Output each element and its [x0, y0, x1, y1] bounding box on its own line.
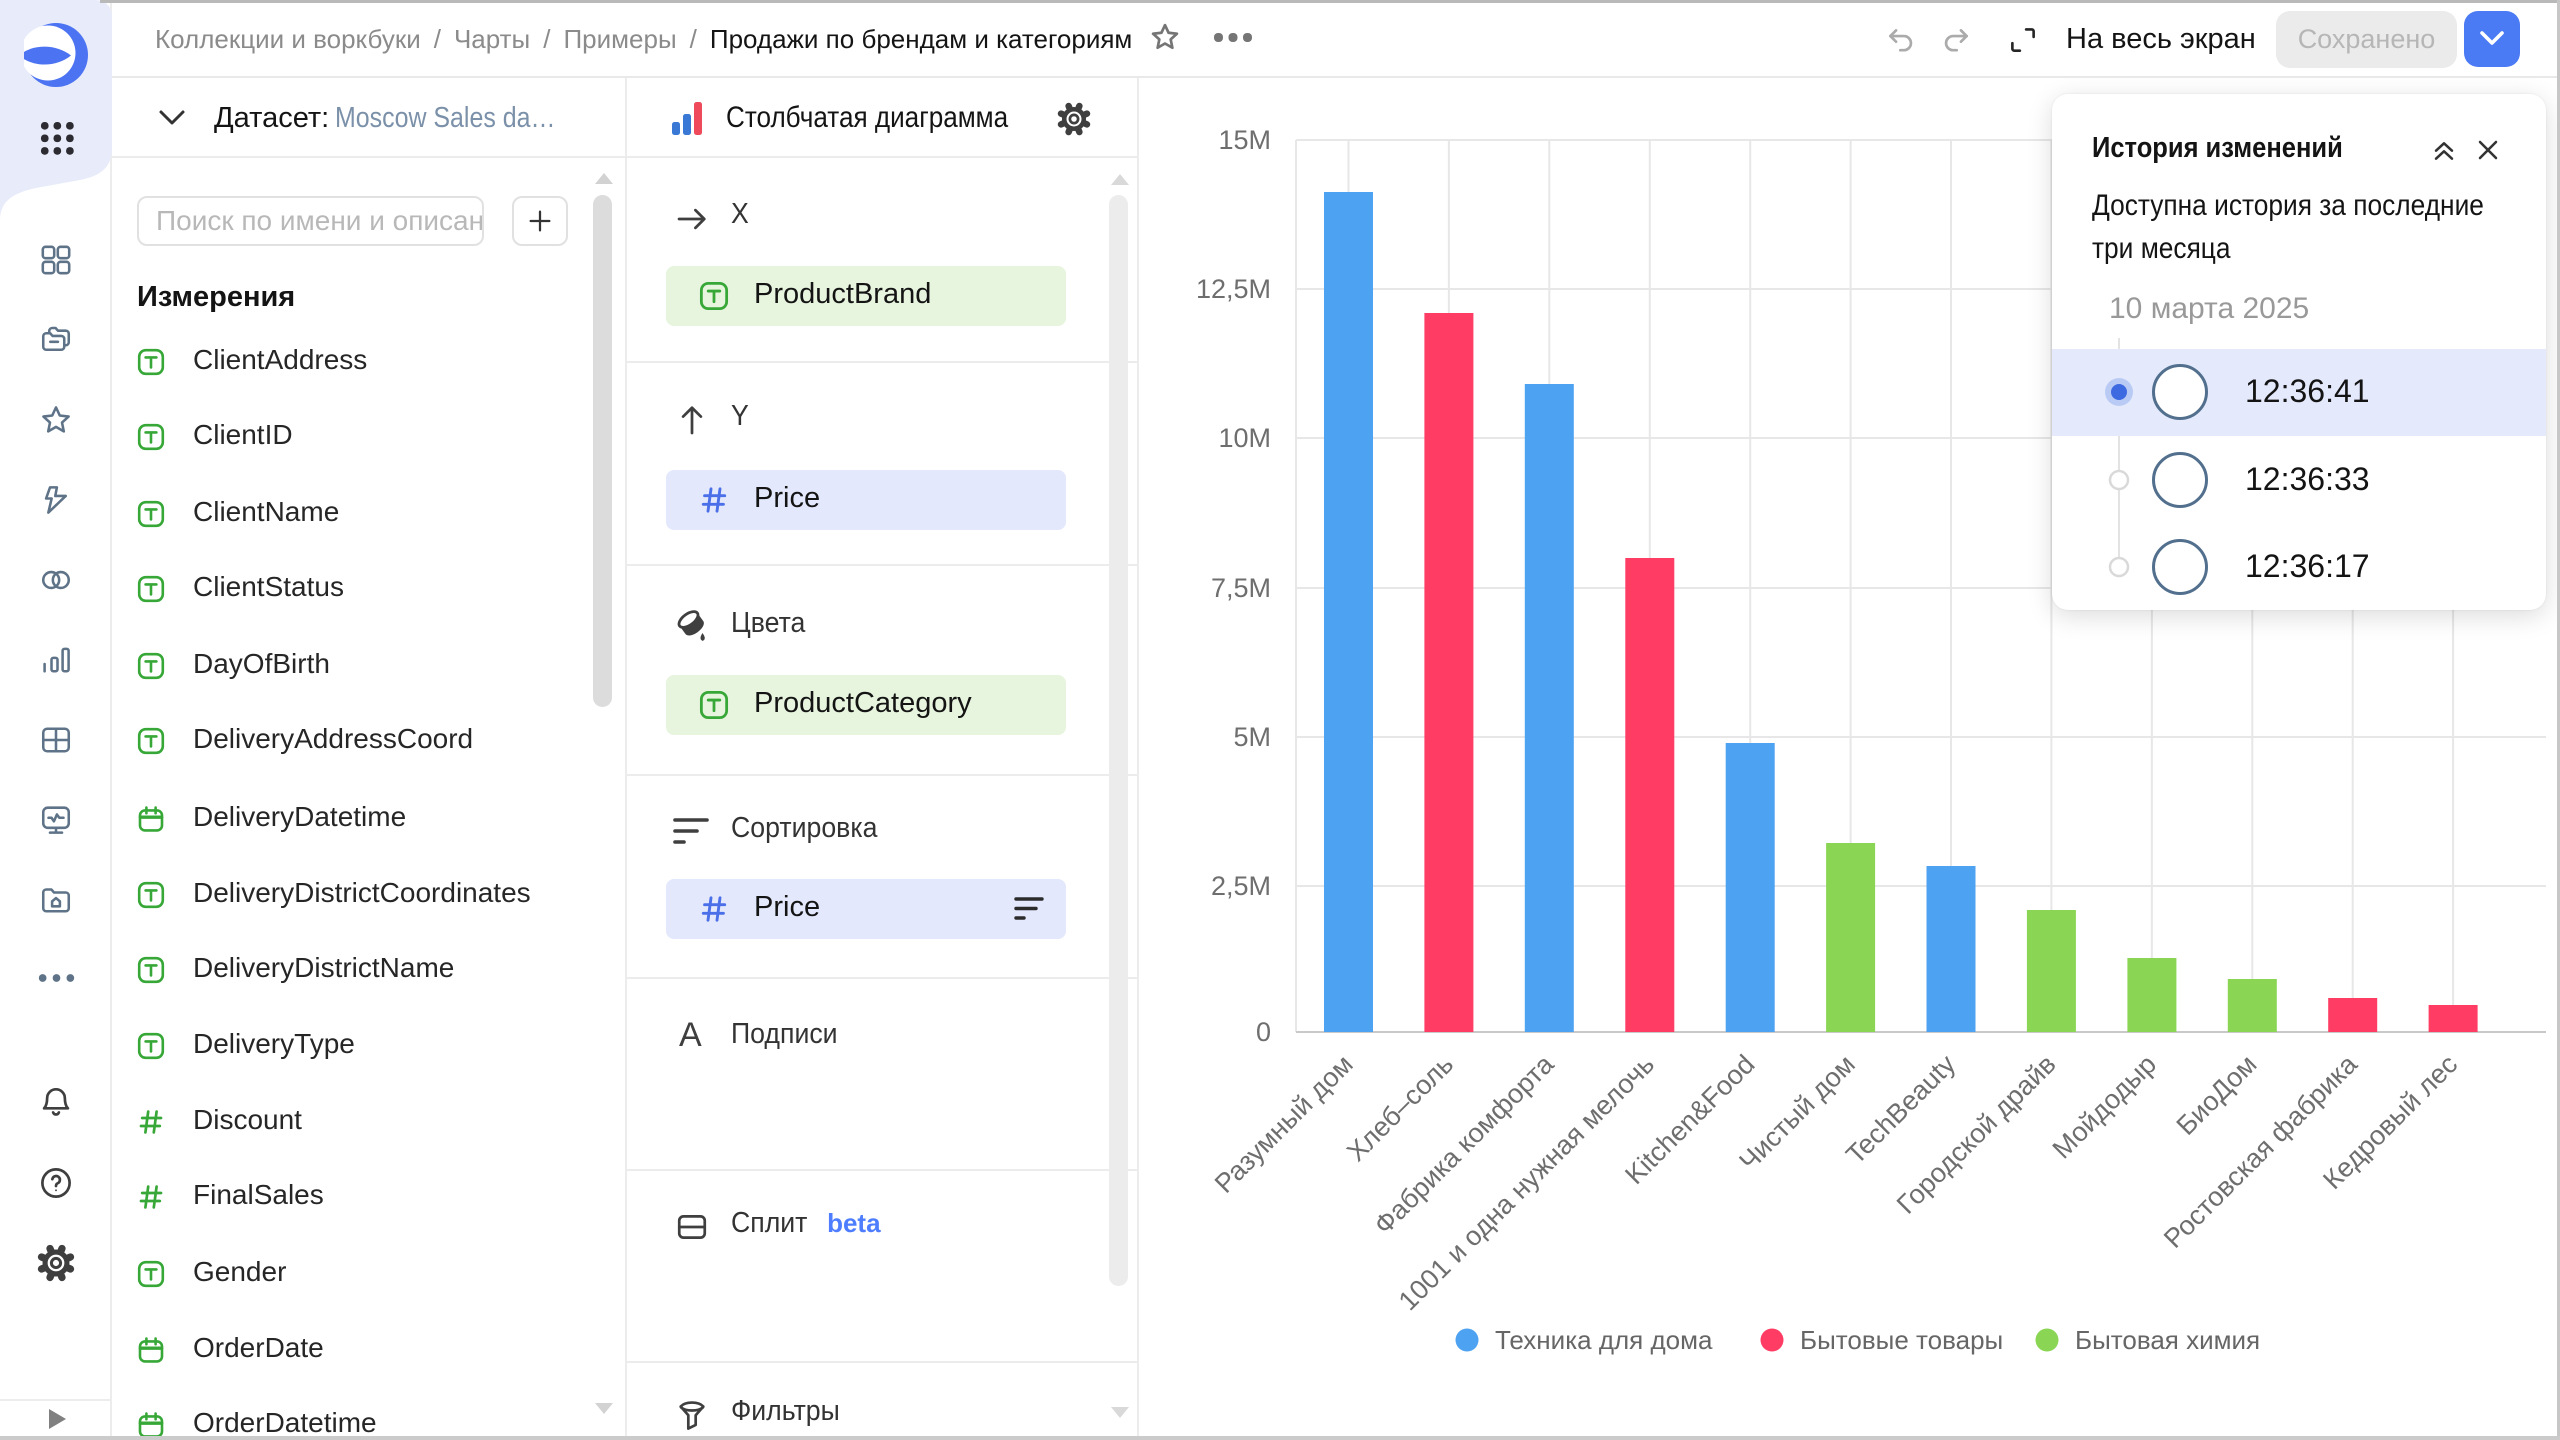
svg-text:Ростовская фабрика: Ростовская фабрика	[2158, 1048, 2364, 1254]
svg-text:10M: 10M	[1218, 423, 1271, 453]
svg-text:7,5M: 7,5M	[1211, 573, 1271, 603]
svg-text:Фабрика комфорта: Фабрика комфорта	[1368, 1048, 1560, 1240]
svg-text:2,5M: 2,5M	[1211, 871, 1271, 901]
svg-text:0: 0	[1256, 1017, 1271, 1047]
svg-text:Бытовая химия: Бытовая химия	[2075, 1325, 2260, 1355]
svg-text:БиоДом: БиоДом	[2171, 1049, 2263, 1141]
svg-text:Разумный дом: Разумный дом	[1209, 1049, 1359, 1199]
svg-text:5M: 5M	[1233, 722, 1271, 752]
svg-text:Техника для дома: Техника для дома	[1495, 1325, 1713, 1355]
svg-text:Бытовые товары: Бытовые товары	[1800, 1325, 2003, 1355]
svg-text:12,5M: 12,5M	[1196, 274, 1271, 304]
svg-text:Мойдодыр: Мойдодыр	[2047, 1049, 2162, 1164]
svg-text:15M: 15M	[1218, 125, 1271, 155]
